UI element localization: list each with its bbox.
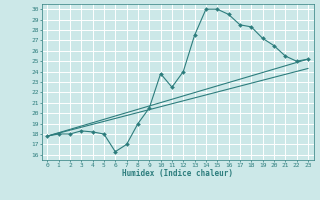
- X-axis label: Humidex (Indice chaleur): Humidex (Indice chaleur): [122, 169, 233, 178]
